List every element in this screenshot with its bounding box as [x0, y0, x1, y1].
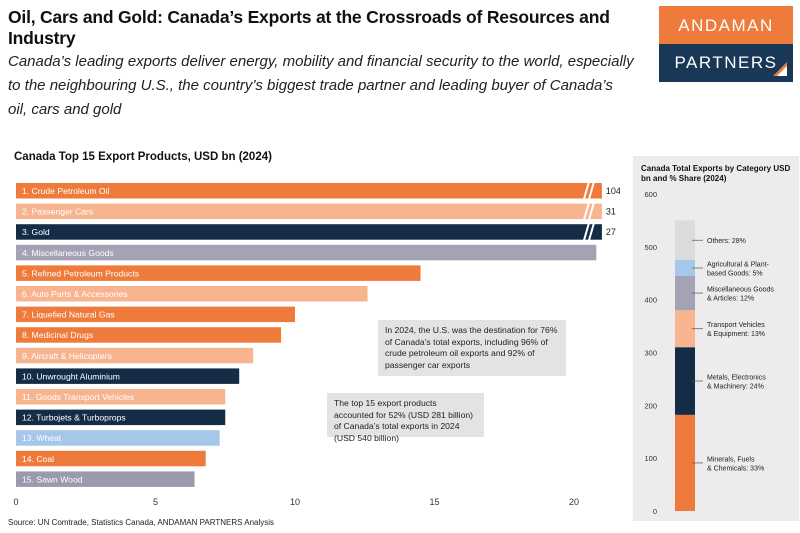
y-tick-label: 500 [644, 243, 657, 252]
bar-4 [16, 244, 597, 261]
bar-label: 5. Refined Petroleum Products [22, 268, 139, 278]
x-tick-label: 5 [153, 497, 158, 507]
top15-exports-bar-chart: 0 5 10 15 20 1. Crude Petroleum Oil 104 2. Pass… [13, 181, 620, 507]
logo-slash-icon [773, 62, 787, 76]
bar-label: 3. Gold [22, 227, 50, 237]
category-label: Minerals, Fuels & Chemicals: 33% [707, 456, 764, 472]
logo-line1: ANDAMAN [659, 6, 793, 44]
source-note: Source: UN Comtrade, Statistics Canada, … [8, 518, 275, 527]
category-segment-6 [675, 220, 695, 261]
bar-5 [16, 265, 421, 281]
category-label: Agricultural & Plant-based Goods: 5% [707, 261, 770, 277]
category-label: Miscellaneous Goods & Articles: 12% [707, 287, 774, 303]
bar-label: 13. Wheat [22, 433, 62, 443]
category-panel: Canada Total Exports by Category USD bn … [633, 156, 799, 521]
value-label: 31 [606, 207, 616, 217]
value-label: 104 [606, 186, 620, 196]
bar-label: 2. Passenger Cars [22, 207, 93, 217]
bar-label: 6. Auto Parts & Accessories [22, 289, 128, 299]
bar-3 [16, 224, 602, 240]
y-tick-label: 600 [644, 190, 657, 199]
axis-break-mark [582, 181, 590, 200]
bar-2 [16, 203, 602, 220]
bar-13 [16, 430, 220, 446]
x-tick-label: 20 [569, 497, 579, 507]
value-label: 27 [606, 227, 616, 237]
category-segment-2 [675, 347, 695, 415]
axis-break-mark [587, 222, 595, 241]
page-subtitle: Canada’s leading exports deliver energy,… [8, 53, 634, 118]
main-chart-title: Canada Top 15 Export Products, USD bn (2… [14, 151, 272, 163]
y-tick-label: 400 [644, 296, 657, 305]
bar-label: 7. Liquefied Natural Gas [22, 310, 115, 320]
andaman-partners-logo: ANDAMAN PARTNERS [659, 6, 793, 82]
bar-9 [16, 347, 254, 364]
axis-break-mark [587, 181, 595, 200]
y-tick-label: 0 [653, 507, 657, 516]
bar-label: 14. Coal [22, 454, 54, 464]
bar-6 [16, 286, 368, 302]
axis-break-mark [582, 202, 590, 221]
category-label: Metals, Electronics & Machinery: 24% [707, 375, 766, 391]
bar-label: 4. Miscellaneous Goods [22, 248, 114, 258]
bar-label: 8. Medicinal Drugs [22, 330, 93, 340]
axis-break-mark [587, 202, 595, 221]
axis-break-mark [582, 222, 590, 241]
category-stacked-chart: 0 100 200 300 400 500 600 Minerals, Fuels & Chem… [644, 190, 774, 516]
bar-7 [16, 306, 295, 323]
category-segment-4 [675, 275, 695, 311]
bar-11 [16, 389, 226, 405]
x-tick-label: 15 [429, 497, 439, 507]
page-title: Oil, Cars and Gold: Canada’s Exports at … [8, 7, 610, 48]
bar-15 [16, 471, 195, 487]
x-tick-label: 0 [13, 497, 18, 507]
y-tick-label: 100 [644, 454, 657, 463]
category-segment-3 [675, 310, 695, 348]
category-chart-title: Canada Total Exports by Category USD bn … [641, 164, 791, 183]
bar-label: 10. Unwrought Aluminium [22, 371, 120, 381]
bar-1 [16, 183, 602, 199]
bar-label: 1. Crude Petroleum Oil [22, 186, 109, 196]
bar-14 [16, 450, 206, 467]
bar-label: 12. Turbojets & Turboprops [22, 413, 126, 423]
top15-share-note: The top 15 export products accounted for… [327, 393, 484, 443]
category-label: Transport Vehicles & Equipment: 13% [707, 322, 765, 338]
bar-label: 11. Goods Transport Vehicles [22, 392, 134, 402]
bar-10 [16, 368, 240, 384]
bar-12 [16, 409, 226, 426]
category-label: Others: 28% [707, 238, 746, 245]
bar-8 [16, 327, 282, 343]
logo-line2: PARTNERS [659, 44, 793, 82]
y-tick-label: 200 [644, 401, 657, 410]
bar-label: 9. Aircraft & Helicopters [22, 351, 112, 361]
bar-label: 15. Sawn Wood [22, 474, 83, 484]
category-segment-1 [675, 414, 695, 511]
y-tick-label: 300 [644, 349, 657, 358]
us-share-note: In 2024, the U.S. was the destination fo… [378, 320, 566, 376]
x-tick-label: 10 [290, 497, 300, 507]
category-segment-5 [675, 260, 695, 276]
